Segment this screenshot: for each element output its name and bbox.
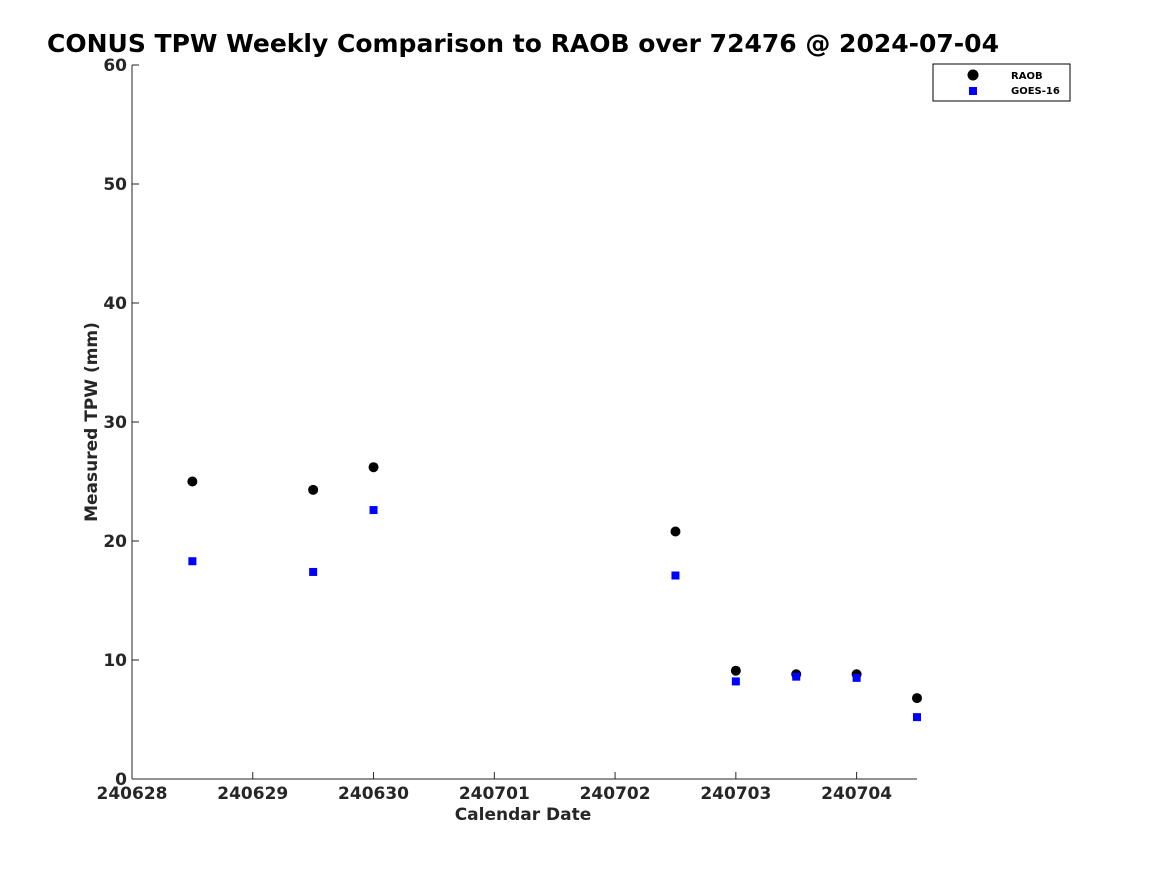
legend-box: [932, 63, 1071, 102]
raob-point: [730, 665, 741, 676]
raob-point: [187, 476, 198, 487]
y-axis-label: Measured TPW (mm): [82, 322, 102, 522]
x-axis-label: Calendar Date: [455, 805, 592, 825]
goes-16-point: [852, 673, 861, 682]
y-tick-label: 30: [103, 413, 127, 433]
data-points: [187, 462, 922, 722]
legend-goes-marker: [969, 87, 977, 95]
x-tick-label: 240702: [580, 784, 651, 804]
y-tick-label: 20: [103, 532, 127, 552]
x-tick-label: 240703: [700, 784, 771, 804]
x-tick-label: 240701: [459, 784, 530, 804]
goes-16-point: [792, 672, 801, 681]
x-tick-label: 240630: [338, 784, 409, 804]
legend-goes-label: GOES-16: [1011, 86, 1060, 97]
goes-16-point: [913, 713, 921, 722]
goes-16-point: [731, 677, 740, 686]
y-tick-label: 40: [103, 294, 127, 314]
goes-16-point: [188, 557, 197, 566]
legend-raob-marker: [967, 69, 979, 81]
raob-point: [308, 484, 319, 495]
y-axis-ticks: 0 10 20 30 40 50 60: [103, 56, 139, 790]
y-tick-label: 60: [103, 56, 127, 76]
x-axis-ticks: 240628 240629 240630 240701 240702 240703 2407…: [97, 772, 892, 804]
raob-point: [670, 526, 681, 537]
goes-16-point: [369, 506, 378, 515]
y-tick-label: 0: [115, 770, 127, 790]
x-tick-label: 240628: [97, 784, 168, 804]
x-tick-label: 240629: [217, 784, 288, 804]
raob-point: [368, 462, 379, 473]
y-tick-label: 10: [103, 651, 127, 671]
raob-point: [912, 693, 922, 704]
x-tick-label: 240704: [821, 784, 892, 804]
legend: RAOB GOES-16: [932, 63, 1071, 102]
goes-16-point: [671, 571, 680, 580]
goes-16-point: [309, 567, 318, 576]
chart-title: CONUS TPW Weekly Comparison to RAOB over…: [47, 29, 999, 58]
y-tick-label: 50: [103, 175, 127, 195]
legend-raob-label: RAOB: [1011, 71, 1043, 82]
